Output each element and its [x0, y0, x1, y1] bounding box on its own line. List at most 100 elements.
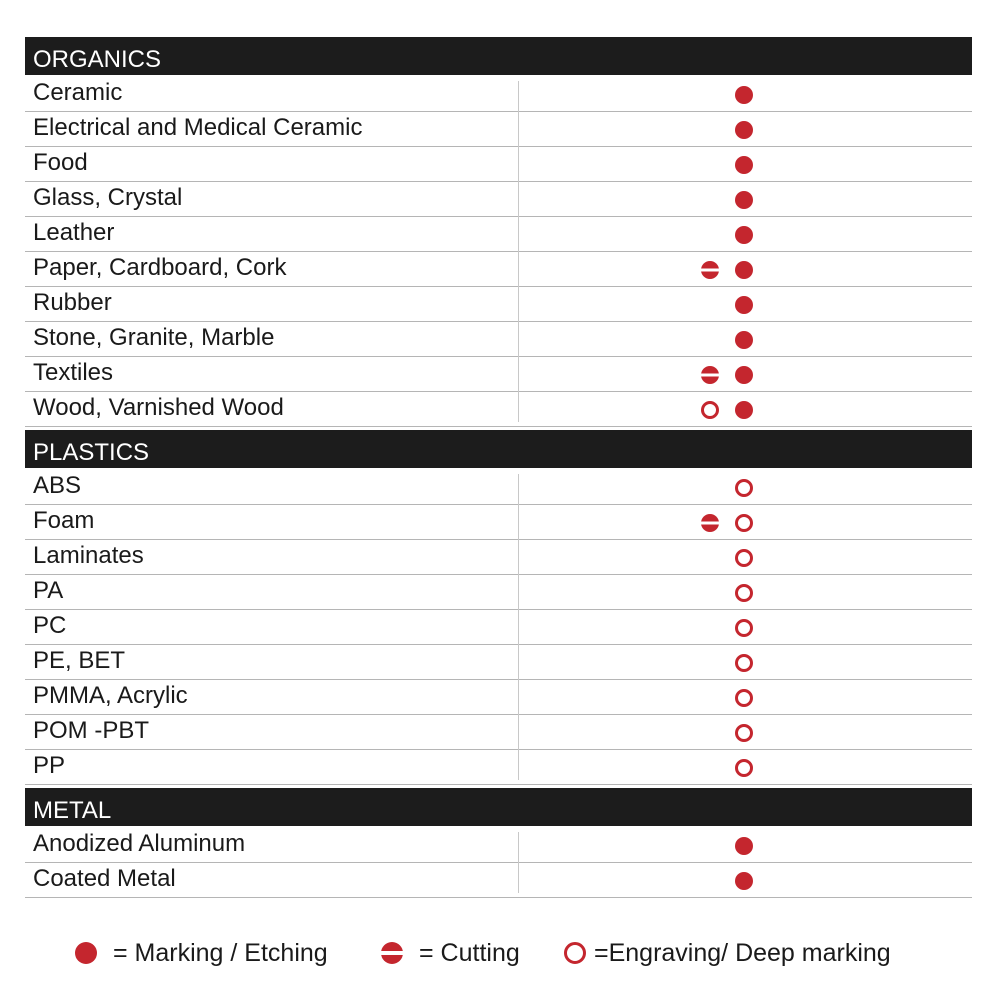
engraving-icon [735, 619, 753, 637]
section-rows: Ceramic Electrical and Medical Ceramic Foo… [25, 75, 972, 427]
column-divider [518, 645, 519, 680]
material-label: PE, BET [33, 647, 126, 674]
table-row: Leather [25, 217, 972, 252]
engraving-icon [735, 724, 753, 742]
legend-item-engraving: =Engraving/ Deep marking [564, 936, 891, 970]
material-label: PP [33, 752, 66, 779]
legend-label: = Marking / Etching [113, 938, 328, 967]
marking-icon [735, 86, 753, 104]
engraving-icon [735, 514, 753, 532]
table-row: Electrical and Medical Ceramic [25, 112, 972, 147]
material-label: PC [33, 612, 67, 639]
table-row: Anodized Aluminum [25, 828, 972, 863]
engraving-icon [735, 549, 753, 567]
engraving-icon [735, 759, 753, 777]
material-label: Food [33, 149, 88, 176]
material-label: Glass, Crystal [33, 184, 183, 211]
material-label: Textiles [33, 359, 114, 386]
column-divider [518, 610, 519, 645]
table-row: Wood, Varnished Wood [25, 392, 972, 427]
column-divider [518, 81, 519, 112]
legend-label: = Cutting [419, 938, 520, 967]
column-divider [518, 863, 519, 893]
column-divider [518, 474, 519, 505]
table-row: Food [25, 147, 972, 182]
material-label: ABS [33, 472, 82, 499]
marking-icon [735, 261, 753, 279]
table-row: Textiles [25, 357, 972, 392]
table-row: Rubber [25, 287, 972, 322]
material-label: POM -PBT [33, 717, 150, 744]
table-row: Coated Metal [25, 863, 972, 898]
engraving-icon [735, 654, 753, 672]
column-divider [518, 182, 519, 217]
marking-icon [735, 156, 753, 174]
column-divider [518, 575, 519, 610]
legend-item-marking: = Marking / Etching [75, 936, 328, 970]
legend-item-cutting: = Cutting [381, 936, 520, 970]
column-divider [518, 217, 519, 252]
table-row: Paper, Cardboard, Cork [25, 252, 972, 287]
table-row: PA [25, 575, 972, 610]
material-label: Foam [33, 507, 95, 534]
marking-icon [735, 296, 753, 314]
section-header: PLASTICS [25, 430, 972, 468]
column-divider [518, 832, 519, 863]
engraving-icon [701, 401, 719, 419]
material-label: Wood, Varnished Wood [33, 394, 284, 421]
column-divider [518, 322, 519, 357]
marking-icon [735, 872, 753, 890]
table-row: PC [25, 610, 972, 645]
material-label: Laminates [33, 542, 144, 569]
table-row: POM -PBT [25, 715, 972, 750]
column-divider [518, 147, 519, 182]
material-label: PA [33, 577, 64, 604]
column-divider [518, 112, 519, 147]
material-label: PMMA, Acrylic [33, 682, 188, 709]
marking-icon [735, 191, 753, 209]
material-label: Ceramic [33, 79, 123, 106]
marking-icon [735, 226, 753, 244]
section-header: METAL [25, 788, 972, 826]
legend-label: =Engraving/ Deep marking [594, 938, 891, 967]
material-label: Paper, Cardboard, Cork [33, 254, 287, 281]
cutting-icon [701, 514, 719, 532]
column-divider [518, 540, 519, 575]
section-rows: Anodized Aluminum Coated Metal [25, 826, 972, 898]
material-label: Anodized Aluminum [33, 830, 246, 857]
table-row: PMMA, Acrylic [25, 680, 972, 715]
column-divider [518, 392, 519, 422]
marking-icon [735, 366, 753, 384]
material-label: Coated Metal [33, 865, 176, 892]
table-row: Laminates [25, 540, 972, 575]
material-label: Electrical and Medical Ceramic [33, 114, 363, 141]
table-row: PP [25, 750, 972, 785]
engraving-icon [735, 584, 753, 602]
cutting-icon [381, 942, 403, 964]
table-row: Glass, Crystal [25, 182, 972, 217]
column-divider [518, 750, 519, 780]
section-metal: METAL Anodized Aluminum Coated Metal [25, 788, 972, 898]
material-label: Leather [33, 219, 115, 246]
marking-icon [75, 942, 97, 964]
material-label: Rubber [33, 289, 112, 316]
table-row: ABS [25, 470, 972, 505]
cutting-icon [701, 261, 719, 279]
column-divider [518, 252, 519, 287]
section-header: ORGANICS [25, 37, 972, 75]
legend: = Marking / Etching = Cutting =Engraving/ … [0, 936, 1000, 970]
table-row: Stone, Granite, Marble [25, 322, 972, 357]
column-divider [518, 287, 519, 322]
marking-icon [735, 837, 753, 855]
engraving-icon [564, 942, 586, 964]
marking-icon [735, 331, 753, 349]
table-row: PE, BET [25, 645, 972, 680]
engraving-icon [735, 479, 753, 497]
marking-icon [735, 121, 753, 139]
materials-table: ORGANICS Ceramic Electrical and Medical Ce… [25, 37, 972, 901]
table-row: Foam [25, 505, 972, 540]
section-plastics: PLASTICS ABS Foam Laminates PA PC PE, BET PMMA,… [25, 430, 972, 785]
column-divider [518, 680, 519, 715]
column-divider [518, 715, 519, 750]
cutting-icon [701, 366, 719, 384]
